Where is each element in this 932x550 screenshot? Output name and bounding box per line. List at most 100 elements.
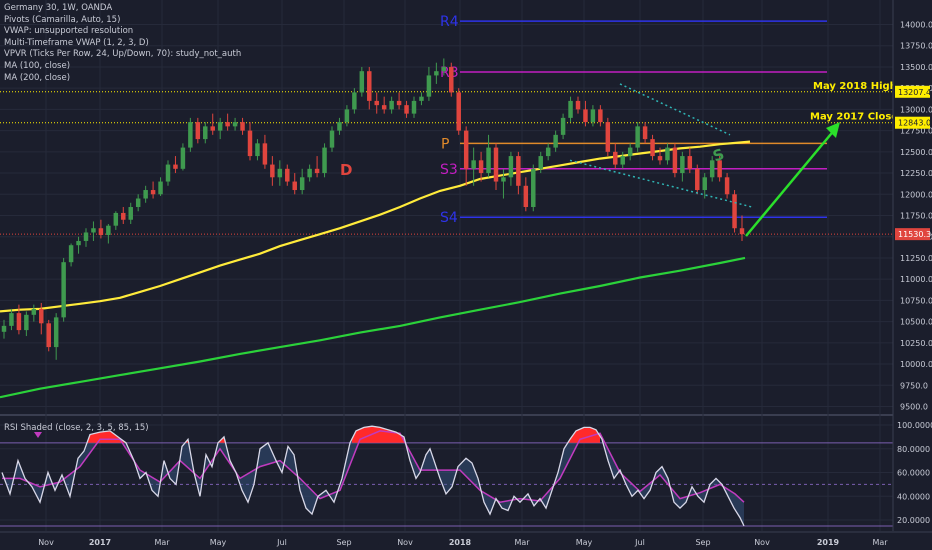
candle-body xyxy=(486,147,491,174)
price-tick-label: 9500.0 xyxy=(900,403,928,412)
pivot-label-R4: R4 xyxy=(440,14,459,30)
rsi-shade-area xyxy=(2,426,744,526)
candle-body xyxy=(225,122,230,127)
candle-body xyxy=(314,168,320,174)
candle-body xyxy=(426,75,432,97)
candle-body xyxy=(642,126,648,140)
rsi-pane: RSI Shaded (close, 2, 3, 5, 85, 15) xyxy=(0,423,893,527)
candle-body xyxy=(374,100,379,106)
candle-body xyxy=(456,92,461,131)
candle-body xyxy=(98,228,104,236)
price-tag-label: 12843.0 xyxy=(898,119,931,128)
candle-body xyxy=(337,122,342,131)
candle-body xyxy=(478,160,484,174)
candle-body xyxy=(329,130,335,148)
time-tick-label: Mar xyxy=(154,538,170,547)
time-tick-label: 2019 xyxy=(817,538,840,547)
rsi-line xyxy=(1,425,745,527)
projection-arrow xyxy=(745,127,837,237)
price-tick-label: 12500.0 xyxy=(900,148,932,157)
candle-body xyxy=(620,156,625,165)
indicator-ma100: MA (100, close) xyxy=(4,60,71,71)
price-tick-label: 14000.0 xyxy=(900,21,932,30)
candle-body xyxy=(53,317,59,348)
candle-body xyxy=(598,109,603,123)
candle-body xyxy=(270,164,275,178)
candle-body xyxy=(68,245,74,263)
candle-body xyxy=(158,181,163,195)
ma100-line xyxy=(0,140,751,313)
candle-body xyxy=(724,177,730,195)
candle-body xyxy=(165,164,171,182)
candle-body xyxy=(307,168,312,178)
candle-body xyxy=(135,198,141,208)
candles xyxy=(1,58,745,360)
time-tick-label: May xyxy=(210,538,227,547)
rsi-tick-label: 20.0000 xyxy=(897,516,930,525)
candle-body xyxy=(493,147,499,182)
rsi-tick-label: 60.0000 xyxy=(897,469,930,478)
candle-body xyxy=(277,168,283,178)
candle-body xyxy=(717,160,722,178)
candle-body xyxy=(299,177,305,191)
candle-body xyxy=(389,100,394,110)
candle-body xyxy=(657,156,663,161)
candle-body xyxy=(665,147,670,161)
rsi-overbought-fill xyxy=(218,436,228,443)
price-tick-label: 12250.0 xyxy=(900,169,932,178)
rsi-tick-label: 80.0000 xyxy=(897,445,930,454)
candle-body xyxy=(538,156,543,169)
price-tag-bg xyxy=(895,85,930,98)
candle-body xyxy=(501,177,506,182)
indicator-vpvr: VPVR (Ticks Per Row, 24, Up/Down, 70): s… xyxy=(4,49,242,60)
projection-arrowhead xyxy=(826,122,840,138)
candle-body xyxy=(575,100,581,110)
rsi-marker-icon xyxy=(34,432,42,438)
candle-body xyxy=(560,117,566,135)
candle-body xyxy=(672,147,678,174)
candle-body xyxy=(210,126,215,131)
candle-body xyxy=(322,147,327,174)
rsi-pane-bg xyxy=(0,416,893,531)
candle-body xyxy=(240,122,245,131)
candle-body xyxy=(583,109,588,123)
rsi-tick-label: 100.0000 xyxy=(897,421,932,430)
candle-body xyxy=(449,66,454,93)
candle-body xyxy=(635,126,640,148)
time-tick-label: May xyxy=(576,538,593,547)
candle-body xyxy=(344,109,350,123)
candle-body xyxy=(106,225,111,236)
candle-body xyxy=(516,156,521,186)
candle-body xyxy=(613,151,618,165)
candle-body xyxy=(545,147,551,157)
candle-body xyxy=(262,143,268,165)
indicator-pivots: Pivots (Camarilla, Auto, 15) xyxy=(4,14,121,25)
candle-body xyxy=(553,134,558,148)
time-tick-label: Jul xyxy=(634,538,645,547)
candle-body xyxy=(381,105,387,110)
price-tick-label: 11250.0 xyxy=(900,254,932,263)
candle-body xyxy=(419,96,424,101)
candle-body xyxy=(523,185,529,208)
price-tick-label: 13000.0 xyxy=(900,105,932,114)
pivot-label-S4: S4 xyxy=(440,210,458,226)
candle-body xyxy=(590,109,596,123)
reference-label: May 2018 High xyxy=(813,81,897,92)
candle-body xyxy=(61,262,66,318)
time-tick-label: Nov xyxy=(754,538,770,547)
time-axis: Nov 2017 Mar May Jul Sep Nov 2018 Mar May Jul Sep No… xyxy=(0,531,932,550)
price-tick-label: 10750.0 xyxy=(900,296,932,305)
candle-body xyxy=(31,308,37,315)
chart-title: Germany 30, 1W, OANDA xyxy=(4,3,113,13)
candle-body xyxy=(285,168,290,182)
candle-body xyxy=(46,323,51,348)
time-tick-label: Mar xyxy=(514,538,530,547)
indicator-mtf-vwap: Multi-Timeframe VWAP (1, 2, 3, D) xyxy=(4,37,149,48)
candle-body xyxy=(531,168,536,208)
candle-body xyxy=(91,228,96,233)
time-tick-label: Mar xyxy=(872,538,888,547)
candle-body xyxy=(16,313,22,331)
price-tick-label: 9750.0 xyxy=(900,381,928,390)
candle-body xyxy=(352,92,357,110)
